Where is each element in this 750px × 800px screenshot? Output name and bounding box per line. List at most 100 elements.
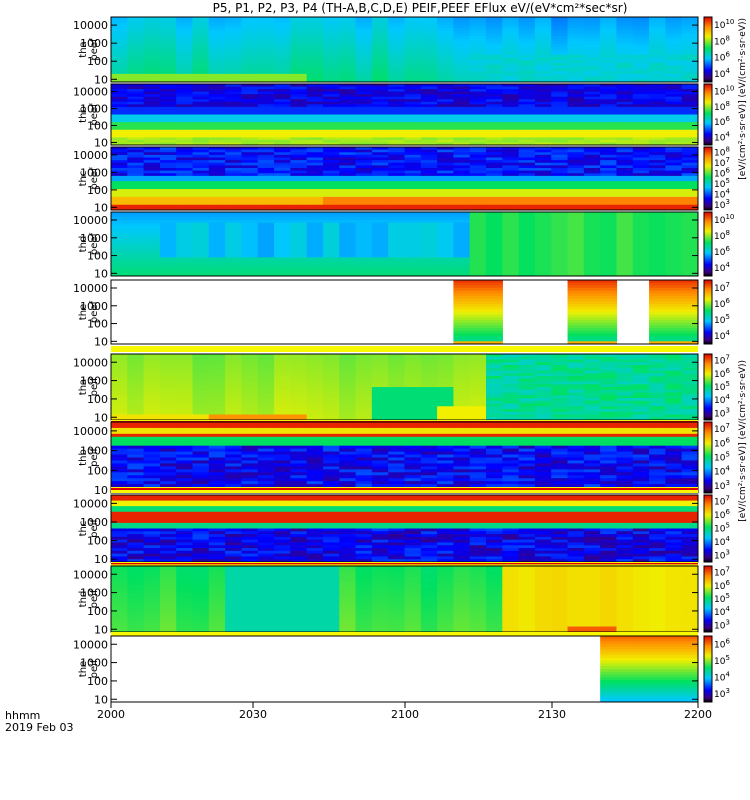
heatmap-cell — [257, 439, 275, 444]
heatmap-cell — [241, 41, 259, 45]
heatmap-cell — [274, 162, 291, 166]
heatmap-cell — [355, 466, 373, 470]
heatmap-cell — [649, 370, 666, 374]
heatmap-cell — [241, 154, 259, 159]
heatmap-cell — [143, 189, 161, 193]
heatmap-cell — [306, 191, 324, 195]
heatmap-cell — [583, 312, 601, 316]
heatmap-cell — [176, 96, 194, 100]
heatmap-cell — [159, 214, 177, 218]
heatmap-cell — [486, 54, 503, 59]
heatmap-cell — [486, 296, 503, 300]
heatmap-cell — [355, 228, 373, 232]
heatmap-cell — [420, 194, 438, 198]
heatmap-cell — [665, 230, 683, 234]
heatmap-cell — [649, 114, 666, 118]
heatmap-cell — [143, 356, 161, 361]
heatmap-cell — [371, 439, 389, 444]
heatmap-cell — [306, 22, 324, 26]
heatmap-cell — [143, 233, 161, 237]
heatmap-cell — [469, 398, 487, 402]
heatmap-cell — [469, 38, 487, 42]
heatmap-cell — [649, 142, 666, 145]
heatmap-cell — [518, 41, 536, 45]
heatmap-cell — [274, 124, 291, 128]
heatmap-cell — [600, 54, 618, 59]
heatmap-cell — [322, 270, 340, 274]
heatmap-cell — [306, 147, 324, 151]
heatmap-cell — [453, 139, 471, 144]
heatmap-cell — [649, 395, 666, 399]
heatmap-cell — [404, 381, 422, 385]
heatmap-cell — [649, 54, 666, 59]
heatmap-cell — [567, 196, 585, 201]
heatmap-cell — [486, 127, 503, 131]
heatmap-cell — [437, 147, 455, 151]
heatmap-cell — [420, 139, 438, 144]
heatmap-cell — [404, 204, 422, 208]
heatmap-cell — [665, 25, 683, 29]
heatmap-cell — [274, 25, 291, 29]
heatmap-cell — [551, 41, 569, 45]
heatmap-cell — [257, 270, 275, 274]
heatmap-cell — [616, 392, 634, 396]
heatmap-cell — [469, 220, 487, 224]
heatmap-cell — [111, 79, 128, 82]
heatmap-cell — [583, 370, 601, 374]
heatmap-cell — [583, 191, 601, 195]
heatmap-cell — [502, 149, 520, 153]
heatmap-cell — [632, 178, 650, 182]
heatmap-cell — [225, 228, 243, 232]
heatmap-cell — [534, 124, 552, 128]
heatmap-cell — [632, 106, 650, 111]
heatmap-cell — [649, 96, 666, 100]
heatmap-cell — [176, 191, 194, 195]
heatmap-cell — [127, 220, 145, 224]
heatmap-cell — [404, 194, 422, 198]
heatmap-cell — [192, 149, 210, 153]
heatmap-cell — [274, 149, 291, 153]
heatmap-cell — [355, 111, 373, 116]
heatmap-cell — [665, 147, 683, 151]
heatmap-cell — [437, 183, 455, 187]
heatmap-cell — [388, 119, 406, 123]
heatmap-cell — [502, 175, 520, 180]
heatmap-cell — [290, 451, 308, 456]
heatmap-cell — [502, 204, 520, 208]
heatmap-cell — [534, 236, 552, 240]
heatmap-cell — [437, 122, 455, 126]
heatmap-cell — [339, 244, 357, 248]
heatmap-cell — [469, 165, 487, 169]
heatmap-cell — [600, 389, 618, 394]
heatmap-cell — [437, 54, 455, 59]
heatmap-cell — [649, 268, 666, 272]
heatmap-cell — [453, 322, 471, 326]
heatmap-cell — [437, 160, 455, 164]
heatmap-cell — [551, 114, 569, 118]
heatmap-cell — [469, 268, 487, 272]
heatmap-cell — [257, 79, 275, 82]
heatmap-cell — [616, 49, 634, 53]
heatmap-cell — [583, 406, 601, 410]
heatmap-cell — [192, 86, 210, 90]
heatmap-cell — [681, 325, 698, 329]
heatmap-cell — [176, 445, 194, 450]
heatmap-cell — [355, 178, 373, 182]
heatmap-cell — [306, 373, 324, 377]
heatmap-cell — [404, 22, 422, 26]
heatmap-cell — [143, 134, 161, 138]
heatmap-cell — [600, 409, 618, 413]
heatmap-cell — [600, 183, 618, 187]
heatmap-cell — [420, 175, 438, 180]
heatmap-cell — [437, 137, 455, 141]
heatmap-cell — [649, 207, 666, 210]
heatmap-cell — [388, 244, 406, 248]
heatmap-cell — [371, 354, 389, 358]
heatmap-cell — [143, 170, 161, 174]
heatmap-cell — [371, 387, 389, 391]
heatmap-cell — [486, 94, 503, 98]
heatmap-cell — [339, 469, 357, 473]
heatmap-cell — [355, 460, 373, 465]
heatmap-cell — [583, 17, 601, 21]
heatmap-cell — [551, 249, 569, 253]
